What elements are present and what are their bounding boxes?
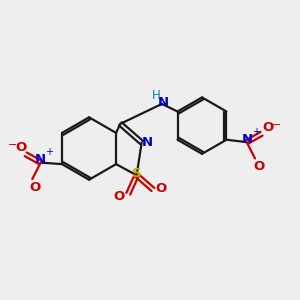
- Text: −: −: [8, 140, 17, 150]
- Text: O: O: [114, 190, 125, 202]
- Text: S: S: [132, 167, 141, 180]
- Text: H: H: [152, 89, 161, 102]
- Text: +: +: [45, 147, 53, 157]
- Text: O: O: [16, 141, 27, 154]
- Text: O: O: [156, 182, 167, 195]
- Text: N: N: [158, 96, 169, 109]
- Text: O: O: [29, 181, 40, 194]
- Text: +: +: [252, 127, 260, 137]
- Text: −: −: [272, 121, 281, 130]
- Text: O: O: [253, 160, 264, 173]
- Text: N: N: [142, 136, 153, 149]
- Text: N: N: [242, 133, 253, 146]
- Text: O: O: [262, 122, 274, 134]
- Text: N: N: [34, 153, 46, 166]
